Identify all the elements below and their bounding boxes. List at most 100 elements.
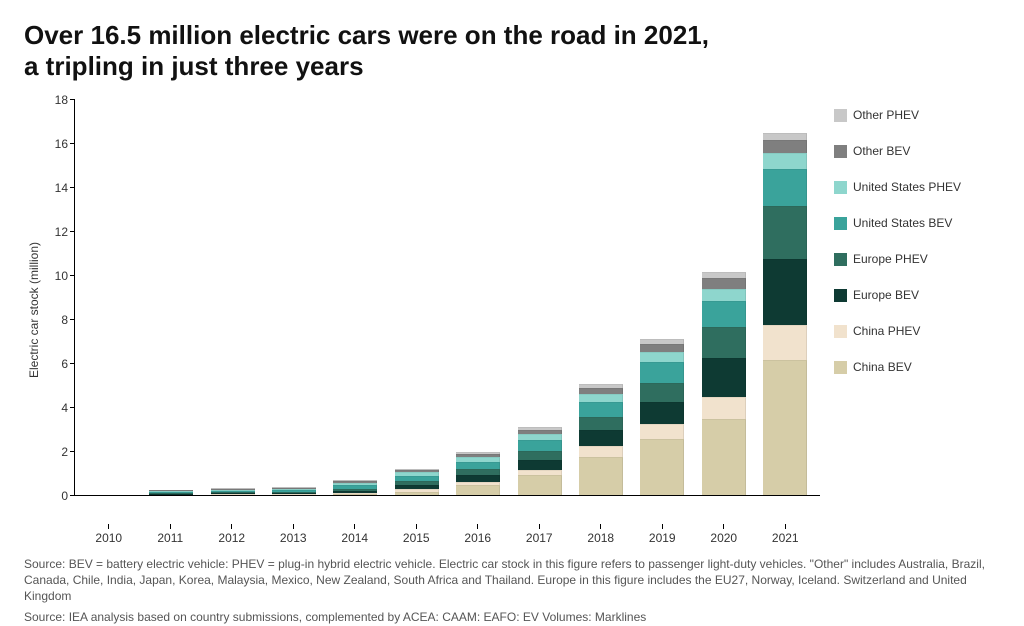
bar-segment-us_bev: [579, 402, 623, 417]
bar-segment-china_phev: [640, 424, 684, 439]
x-axis-line: [75, 495, 820, 496]
bar-segment-europe_bev: [763, 259, 807, 325]
legend-item-china_bev: China BEV: [834, 360, 1000, 374]
legend-item-us_phev: United States PHEV: [834, 180, 1000, 194]
y-tick-mark: [70, 187, 75, 188]
y-tick-label: 4: [61, 401, 68, 415]
legend-swatch: [834, 325, 847, 338]
legend-swatch: [834, 217, 847, 230]
bar-segment-us_phev: [640, 352, 684, 362]
bar-segment-europe_bev: [456, 475, 500, 482]
bar-segment-china_bev: [518, 475, 562, 496]
x-tick-label: 2016: [456, 524, 500, 545]
bar-column: [702, 272, 746, 496]
plot-area: [74, 100, 820, 496]
y-tick-label: 0: [61, 489, 68, 503]
y-axis-label: Electric car stock (million): [27, 242, 41, 378]
bar-segment-europe_phev: [640, 383, 684, 402]
x-tick-mark: [354, 524, 355, 529]
y-tick-label: 12: [55, 225, 68, 239]
x-tick-mark: [170, 524, 171, 529]
legend-item-us_bev: United States BEV: [834, 216, 1000, 230]
bar-segment-other_bev: [640, 344, 684, 353]
legend-item-other_phev: Other PHEV: [834, 108, 1000, 122]
bar-segment-europe_bev: [518, 460, 562, 470]
x-tick-label: 2017: [517, 524, 561, 545]
legend-swatch: [834, 289, 847, 302]
bar-segment-us_bev: [456, 462, 500, 470]
y-tick-label: 10: [55, 269, 68, 283]
x-tick-label: 2013: [271, 524, 315, 545]
legend-swatch: [834, 145, 847, 158]
bar-segment-europe_phev: [763, 206, 807, 259]
bar-segment-europe_bev: [702, 358, 746, 398]
chart-container: Electric car stock (million) 02468101214…: [24, 100, 1000, 520]
y-tick-mark: [70, 407, 75, 408]
legend-swatch: [834, 253, 847, 266]
bar-segment-europe_phev: [579, 417, 623, 430]
x-tick-label: 2010: [87, 524, 131, 545]
y-axis-ticks: 024681012141618: [44, 100, 74, 496]
bar-segment-us_bev: [518, 440, 562, 451]
bar-column: [395, 469, 439, 497]
y-tick-label: 16: [55, 137, 68, 151]
y-tick-mark: [70, 231, 75, 232]
bar-segment-us_phev: [579, 394, 623, 402]
x-tick-mark: [416, 524, 417, 529]
y-tick-mark: [70, 143, 75, 144]
y-tick-mark: [70, 495, 75, 496]
bar-column: [640, 339, 684, 496]
legend-item-europe_phev: Europe PHEV: [834, 252, 1000, 266]
legend-label: Other PHEV: [853, 108, 919, 122]
bar-segment-china_phev: [763, 325, 807, 360]
legend-item-other_bev: Other BEV: [834, 144, 1000, 158]
bar-segment-europe_phev: [518, 451, 562, 460]
x-tick-label: 2021: [763, 524, 807, 545]
legend-label: China PHEV: [853, 324, 920, 338]
x-tick-mark: [785, 524, 786, 529]
x-tick-mark: [539, 524, 540, 529]
bar-segment-other_bev: [763, 140, 807, 153]
footnote-2: Source: IEA analysis based on country su…: [24, 610, 1000, 626]
title-line-1: Over 16.5 million electric cars were on …: [24, 20, 709, 50]
y-tick-label: 2: [61, 445, 68, 459]
legend-item-china_phev: China PHEV: [834, 324, 1000, 338]
footnotes: Source: BEV = battery electric vehicle: …: [24, 557, 1000, 625]
bars-row: [75, 100, 820, 496]
bar-segment-europe_phev: [702, 327, 746, 358]
bar-column: [518, 427, 562, 496]
y-tick-mark: [70, 275, 75, 276]
chart-title: Over 16.5 million electric cars were on …: [24, 20, 1000, 82]
bar-column: [579, 384, 623, 496]
bar-segment-china_bev: [640, 439, 684, 496]
bar-segment-china_bev: [702, 419, 746, 496]
bar-segment-china_phev: [579, 446, 623, 457]
bar-segment-europe_bev: [640, 402, 684, 424]
legend: Other PHEV Other BEV United States PHEV Uni…: [820, 100, 1000, 520]
x-tick-mark: [231, 524, 232, 529]
x-tick-label: 2011: [148, 524, 192, 545]
y-tick-mark: [70, 363, 75, 364]
legend-label: Other BEV: [853, 144, 910, 158]
legend-swatch: [834, 109, 847, 122]
x-tick-mark: [293, 524, 294, 529]
bar-segment-china_bev: [763, 360, 807, 496]
x-tick-mark: [108, 524, 109, 529]
x-axis-labels: 2010201120122013201420152016201720182019…: [74, 520, 820, 545]
bar-column: [333, 480, 377, 496]
bar-segment-china_bev: [579, 457, 623, 497]
bar-segment-other_phev: [763, 133, 807, 140]
y-tick-label: 14: [55, 181, 68, 195]
bar-segment-us_phev: [763, 153, 807, 168]
legend-label: United States BEV: [853, 216, 952, 230]
x-tick-mark: [477, 524, 478, 529]
x-tick-label: 2012: [210, 524, 254, 545]
legend-swatch: [834, 181, 847, 194]
x-tick-label: 2014: [333, 524, 377, 545]
x-tick-label: 2019: [640, 524, 684, 545]
x-tick-mark: [600, 524, 601, 529]
y-tick-mark: [70, 99, 75, 100]
x-tick-label: 2020: [702, 524, 746, 545]
y-tick-label: 6: [61, 357, 68, 371]
title-line-2: a tripling in just three years: [24, 51, 364, 81]
